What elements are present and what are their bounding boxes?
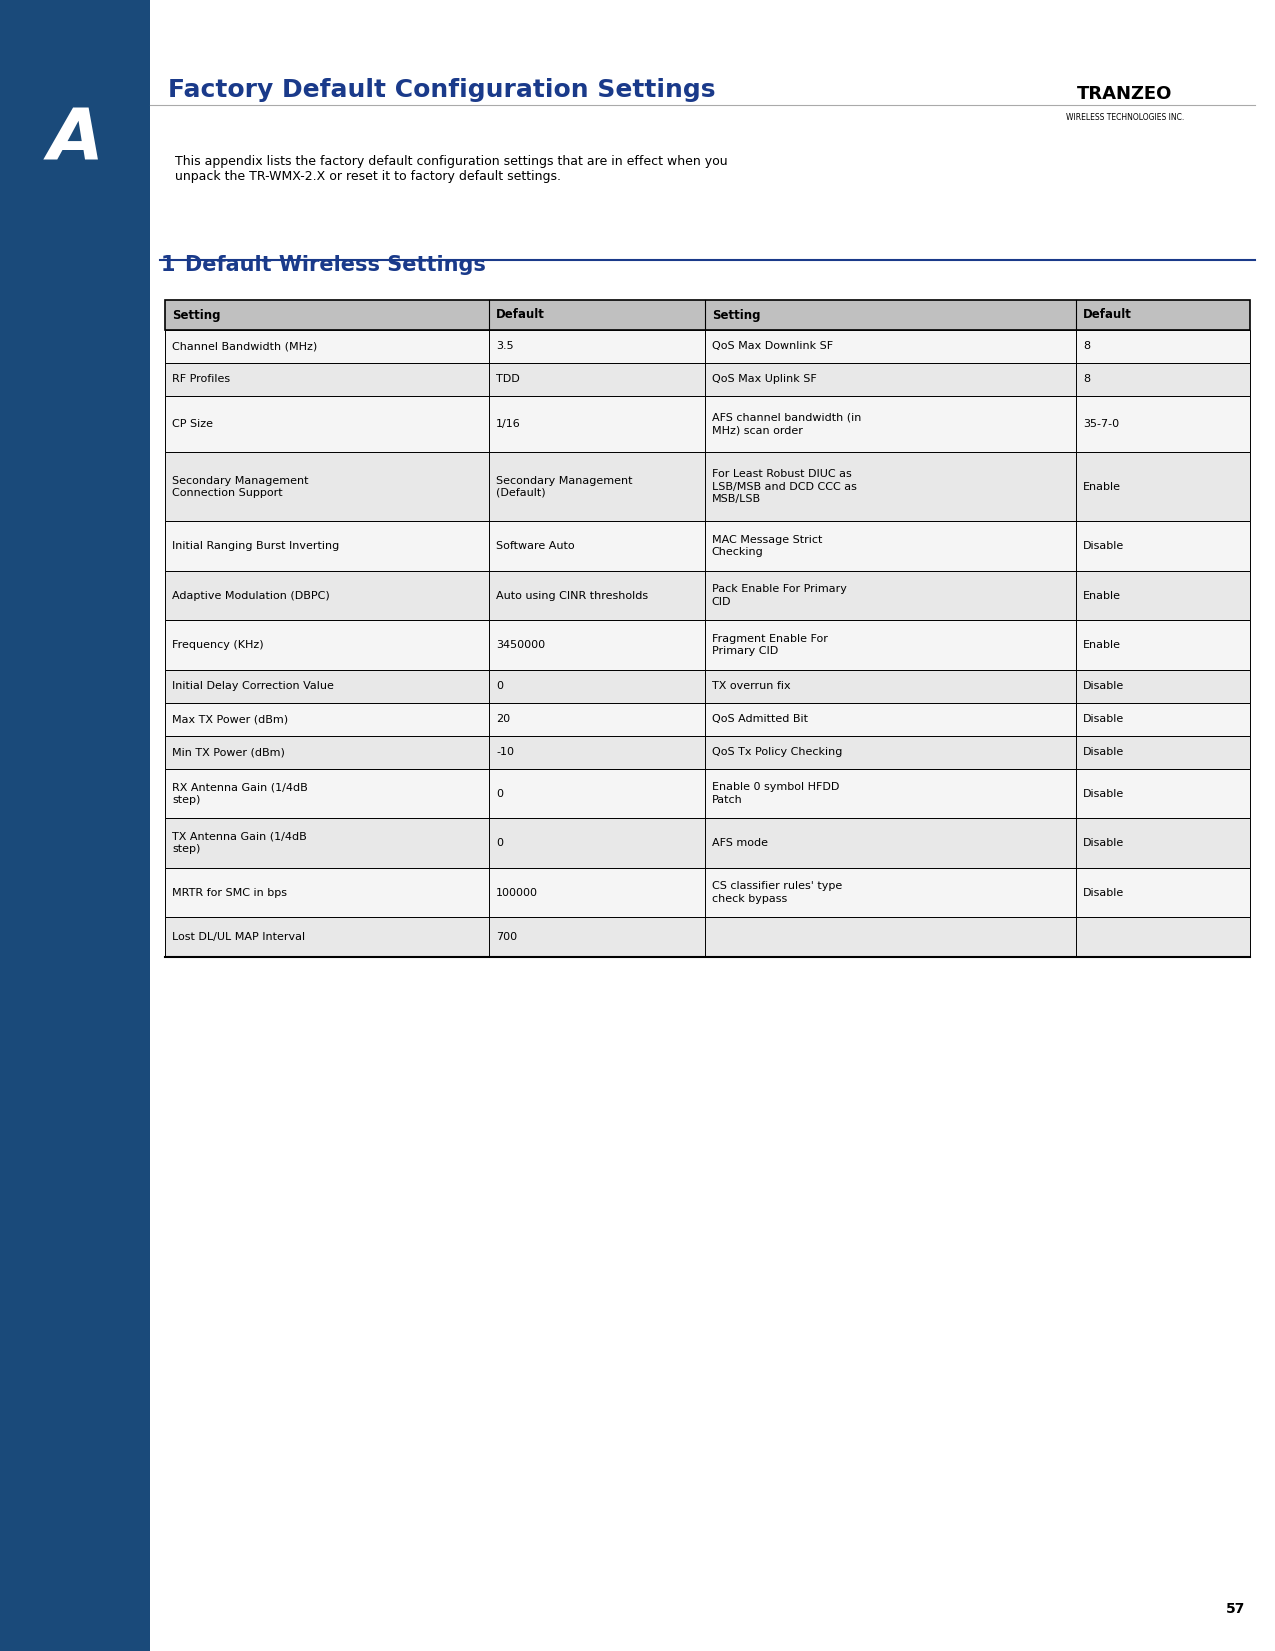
Text: Disable: Disable xyxy=(1084,748,1125,758)
Text: QoS Tx Policy Checking: QoS Tx Policy Checking xyxy=(711,748,842,758)
Text: AFS mode: AFS mode xyxy=(711,839,768,849)
Bar xyxy=(166,396,1250,452)
Text: WIRELESS TECHNOLOGIES INC.: WIRELESS TECHNOLOGIES INC. xyxy=(1066,112,1184,122)
Text: 8: 8 xyxy=(1084,375,1090,385)
Text: Enable 0 symbol HFDD
Patch: Enable 0 symbol HFDD Patch xyxy=(711,783,839,804)
Text: RX Antenna Gain (1/4dB
step): RX Antenna Gain (1/4dB step) xyxy=(172,783,309,804)
Text: Factory Default Configuration Settings: Factory Default Configuration Settings xyxy=(168,78,717,102)
Text: Max TX Power (dBm): Max TX Power (dBm) xyxy=(172,715,288,725)
Bar xyxy=(166,330,1250,363)
Text: Setting: Setting xyxy=(172,309,221,322)
Text: Lost DL/UL MAP Interval: Lost DL/UL MAP Interval xyxy=(172,933,306,943)
Bar xyxy=(166,670,1250,703)
Text: A: A xyxy=(47,106,103,173)
Text: 3.5: 3.5 xyxy=(496,342,514,352)
Text: 20: 20 xyxy=(496,715,510,725)
Text: 0: 0 xyxy=(496,839,504,849)
Bar xyxy=(166,769,1250,819)
Text: Disable: Disable xyxy=(1084,682,1125,692)
Text: Default: Default xyxy=(1084,309,1132,322)
Text: 57: 57 xyxy=(1225,1601,1244,1616)
Text: 100000: 100000 xyxy=(496,888,538,898)
Text: 35-7-0: 35-7-0 xyxy=(1084,419,1119,429)
Text: CS classifier rules' type
check bypass: CS classifier rules' type check bypass xyxy=(711,882,842,903)
Text: For Least Robust DIUC as
LSB/MSB and DCD CCC as
MSB/LSB: For Least Robust DIUC as LSB/MSB and DCD… xyxy=(711,469,857,504)
Text: 1: 1 xyxy=(161,254,175,276)
Text: Pack Enable For Primary
CID: Pack Enable For Primary CID xyxy=(711,584,847,608)
Text: 8: 8 xyxy=(1084,342,1090,352)
Bar xyxy=(166,918,1250,958)
Text: Default: Default xyxy=(496,309,544,322)
Text: 0: 0 xyxy=(496,682,504,692)
Text: Enable: Enable xyxy=(1084,591,1121,601)
Text: 3450000: 3450000 xyxy=(496,641,546,650)
Text: TX Antenna Gain (1/4dB
step): TX Antenna Gain (1/4dB step) xyxy=(172,832,307,854)
Text: RF Profiles: RF Profiles xyxy=(172,375,231,385)
Text: Disable: Disable xyxy=(1084,715,1125,725)
Bar xyxy=(166,621,1250,670)
Text: Setting: Setting xyxy=(711,309,760,322)
Text: QoS Admitted Bit: QoS Admitted Bit xyxy=(711,715,808,725)
Bar xyxy=(166,571,1250,621)
Bar xyxy=(166,452,1250,522)
Bar xyxy=(166,363,1250,396)
Text: Secondary Management
(Default): Secondary Management (Default) xyxy=(496,475,632,499)
Text: Frequency (KHz): Frequency (KHz) xyxy=(172,641,264,650)
Bar xyxy=(166,736,1250,769)
Text: QoS Max Uplink SF: QoS Max Uplink SF xyxy=(711,375,816,385)
Text: Initial Ranging Burst Inverting: Initial Ranging Burst Inverting xyxy=(172,542,339,551)
Bar xyxy=(166,868,1250,918)
Text: MRTR for SMC in bps: MRTR for SMC in bps xyxy=(172,888,287,898)
Text: Enable: Enable xyxy=(1084,482,1121,492)
Text: Min TX Power (dBm): Min TX Power (dBm) xyxy=(172,748,286,758)
Text: Channel Bandwidth (MHz): Channel Bandwidth (MHz) xyxy=(172,342,317,352)
Text: Software Auto: Software Auto xyxy=(496,542,575,551)
Text: TX overrun fix: TX overrun fix xyxy=(711,682,790,692)
Text: Enable: Enable xyxy=(1084,641,1121,650)
Text: 1/16: 1/16 xyxy=(496,419,520,429)
Bar xyxy=(166,703,1250,736)
Text: -10: -10 xyxy=(496,748,514,758)
Text: 700: 700 xyxy=(496,933,518,943)
Bar xyxy=(166,819,1250,868)
Text: TRANZEO: TRANZEO xyxy=(1077,84,1173,102)
Text: Auto using CINR thresholds: Auto using CINR thresholds xyxy=(496,591,648,601)
Text: MAC Message Strict
Checking: MAC Message Strict Checking xyxy=(711,535,822,558)
Text: Disable: Disable xyxy=(1084,542,1125,551)
Text: CP Size: CP Size xyxy=(172,419,213,429)
Text: This appendix lists the factory default configuration settings that are in effec: This appendix lists the factory default … xyxy=(176,155,728,183)
Text: 0: 0 xyxy=(496,789,504,799)
Text: Default Wireless Settings: Default Wireless Settings xyxy=(185,254,486,276)
Text: Fragment Enable For
Primary CID: Fragment Enable For Primary CID xyxy=(711,634,827,657)
Bar xyxy=(0,0,150,1651)
Text: QoS Max Downlink SF: QoS Max Downlink SF xyxy=(711,342,833,352)
Bar xyxy=(166,522,1250,571)
Text: Secondary Management
Connection Support: Secondary Management Connection Support xyxy=(172,475,309,499)
Text: TDD: TDD xyxy=(496,375,520,385)
Text: AFS channel bandwidth (in
MHz) scan order: AFS channel bandwidth (in MHz) scan orde… xyxy=(711,413,861,436)
Text: Initial Delay Correction Value: Initial Delay Correction Value xyxy=(172,682,334,692)
Bar xyxy=(166,300,1250,330)
Text: Disable: Disable xyxy=(1084,888,1125,898)
Text: Adaptive Modulation (DBPC): Adaptive Modulation (DBPC) xyxy=(172,591,330,601)
Text: Disable: Disable xyxy=(1084,839,1125,849)
Text: Disable: Disable xyxy=(1084,789,1125,799)
